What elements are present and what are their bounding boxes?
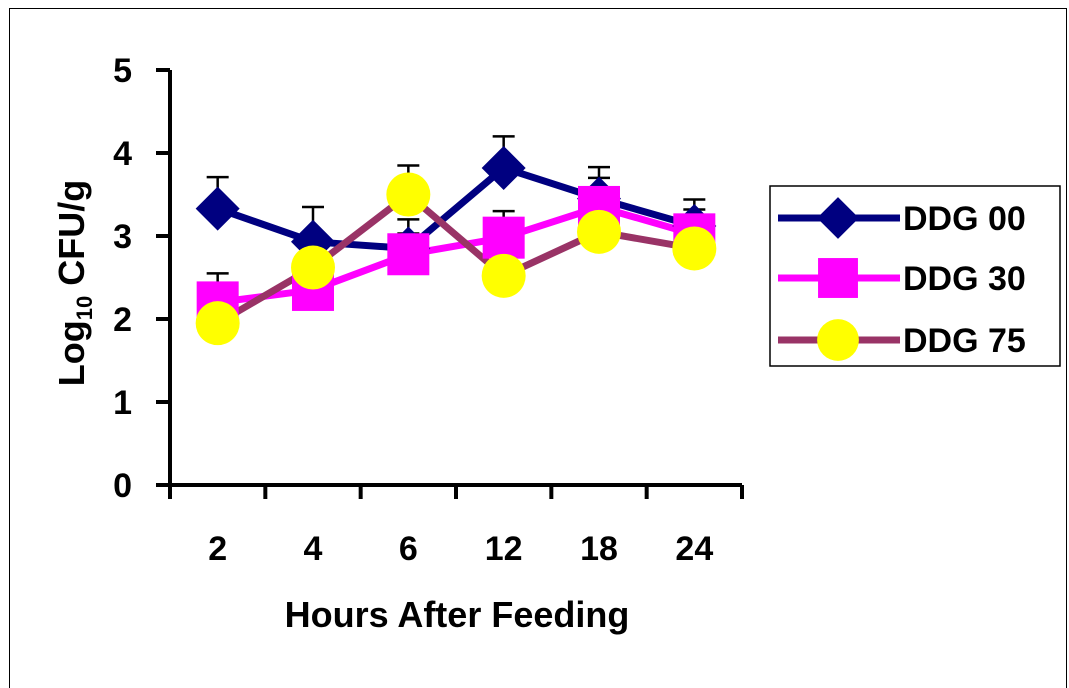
square-marker (387, 233, 430, 276)
diamond-marker (817, 197, 859, 239)
legend: DDG 00 DDG 30 DDG 75 (769, 185, 1061, 367)
legend-entry-label: DDG 75 (903, 322, 1026, 360)
y-axis-title: Log10 CFU/g (51, 180, 97, 386)
circle-marker (195, 301, 240, 346)
x-axis-title: Hours After Feeding (285, 594, 630, 635)
y-tick-labels: 0 1 2 3 4 5 (113, 52, 132, 505)
x-tick-label: 18 (580, 530, 618, 568)
y-axis-title-main: Log (51, 320, 92, 386)
x-tick-labels: 2 4 6 12 18 24 (208, 530, 713, 568)
legend-entry-label: DDG 00 (903, 200, 1026, 238)
circle-marker (481, 253, 526, 298)
x-tick-label: 4 (304, 530, 323, 568)
y-tick-label: 4 (113, 135, 132, 173)
circle-marker (386, 172, 431, 217)
y-tick-label: 5 (113, 52, 132, 90)
series-line (217, 203, 696, 306)
series-lines (215, 164, 696, 327)
circle-marker (672, 226, 717, 271)
square-marker (482, 216, 525, 259)
circle-marker (577, 209, 621, 254)
y-tick-label: 0 (113, 467, 132, 505)
diamond-marker (481, 145, 526, 190)
x-tick-label: 2 (208, 530, 227, 568)
chart-frame (9, 8, 1067, 688)
series-markers (195, 145, 717, 346)
x-tick-label: 24 (675, 530, 713, 568)
y-axis-title-subscript: 10 (72, 296, 97, 320)
x-tick-label: 12 (485, 530, 523, 568)
diamond-marker (195, 186, 240, 231)
y-tick-label: 1 (113, 384, 132, 422)
y-tick-label: 2 (113, 301, 132, 339)
x-tick-label: 6 (399, 530, 418, 568)
circle-marker (291, 245, 335, 290)
legend-entry-label: DDG 30 (903, 260, 1026, 298)
chart-axes (156, 68, 744, 499)
y-tick-label: 3 (113, 218, 132, 256)
y-axis-title-rest: CFU/g (51, 180, 92, 296)
circle-marker (817, 319, 859, 361)
square-marker (818, 258, 858, 298)
